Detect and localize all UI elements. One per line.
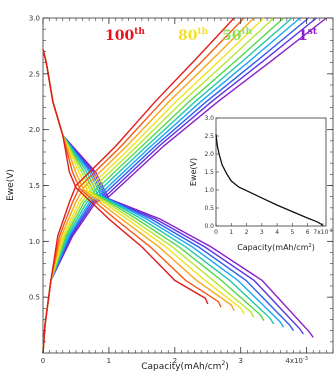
- cycle-label-80: 80th: [178, 27, 209, 44]
- cycle-label-100: 100th: [105, 27, 145, 44]
- cycle-label-number: 80: [178, 28, 198, 44]
- inset-x-title-sup: 2: [309, 243, 312, 249]
- y-tick-label: 3.0: [29, 15, 40, 23]
- x-tick-label: 4x10-3: [285, 356, 308, 365]
- inset-x-tick-label: 7x10-3: [313, 228, 332, 236]
- inset-y-tick-label: 1.5: [204, 169, 214, 176]
- curve-layer: [42, 17, 327, 354]
- inset-x-tick-label: 4: [275, 229, 279, 236]
- inset-x-axis-title: Capacity(mAh/cm2): [237, 243, 315, 252]
- discharge-curve-cycle-100: [42, 49, 209, 305]
- inset-x-tick-label: 0: [214, 229, 218, 236]
- x-tick-label: 0: [41, 357, 45, 365]
- inset-x-title-main: Capacity(mAh/cm: [237, 243, 309, 252]
- inset-y-tick-label: 0.0: [204, 223, 214, 230]
- cycle-label-50: 50th: [222, 27, 253, 44]
- inset-x-tick-label: 5: [290, 229, 294, 236]
- cycle-label-suffix: st: [308, 27, 318, 37]
- inset-x-tick-label: 3: [260, 229, 264, 236]
- y-axis-title: Ewe(V): [6, 169, 16, 201]
- inset-y-axis-title: Ewe(V): [189, 158, 198, 186]
- inset-y-tick-label: 0.5: [204, 205, 214, 212]
- inset-x-tick-label: 6: [306, 229, 310, 236]
- cycle-label-number: 50: [222, 28, 242, 44]
- inset-frame: [215, 117, 327, 227]
- cycle-label-1: 1st: [298, 27, 318, 44]
- cycle-labels: 100th 80th 50th 1st: [105, 27, 318, 44]
- y-tick-label: 1.5: [29, 182, 40, 190]
- cycle-label-number: 1: [298, 28, 308, 44]
- inset-x-tick-label: 1: [229, 229, 233, 236]
- cycle-label-number: 100: [105, 28, 134, 44]
- x-axis-title-main: Capacity(mAh/cm: [141, 362, 221, 372]
- y-tick-label: 2.0: [29, 126, 40, 134]
- x-tick-label: 3: [238, 357, 242, 365]
- charge-curve-cycle-100: [42, 17, 235, 354]
- inset-y-tick-label: 2.5: [204, 133, 214, 140]
- x-tick-exponent: -3: [303, 356, 308, 362]
- y-tick-label: 2.5: [29, 70, 40, 78]
- cycle-label-suffix: th: [241, 27, 252, 37]
- y-tick-label: 1.0: [29, 238, 40, 246]
- x-axis-title: Capacity(mAh/cm2): [141, 360, 229, 372]
- inset-x-tick-label: 2: [245, 229, 249, 236]
- x-tick-label: 1: [107, 357, 111, 365]
- inset-axis-layer: 0 1 2 3 4 5 6 7x10-3 0.0 0.5 1.0 1.5 2.0 2.5 3.0: [204, 115, 332, 236]
- inset-x-tick-exponent: -3: [328, 228, 332, 233]
- inset-discharge-curve: [215, 134, 324, 227]
- inset-y-tick-label: 1.0: [204, 187, 214, 194]
- inset-curve-layer: [215, 134, 324, 227]
- x-axis-title-close: ): [225, 362, 229, 372]
- inset-x-title-close: ): [312, 243, 315, 252]
- inset-chart: 0 1 2 3 4 5 6 7x10-3 0.0 0.5 1.0 1.5 2.0 2.5 3.0 Ewe(V…: [189, 115, 333, 252]
- inset-y-tick-label: 2.0: [204, 151, 214, 158]
- cycle-label-suffix: th: [134, 27, 145, 37]
- inset-y-tick-label: 3.0: [204, 115, 214, 122]
- y-tick-label: 0.5: [29, 294, 40, 302]
- cycle-label-suffix: th: [197, 27, 208, 37]
- x-axis-title-sup: 2: [221, 360, 225, 367]
- axis-layer: 0 1 2 3 4x10-3 0.5 1.0 1.5 2.0 2.5 3.0: [29, 15, 334, 365]
- x-tick-label: 2: [173, 357, 177, 365]
